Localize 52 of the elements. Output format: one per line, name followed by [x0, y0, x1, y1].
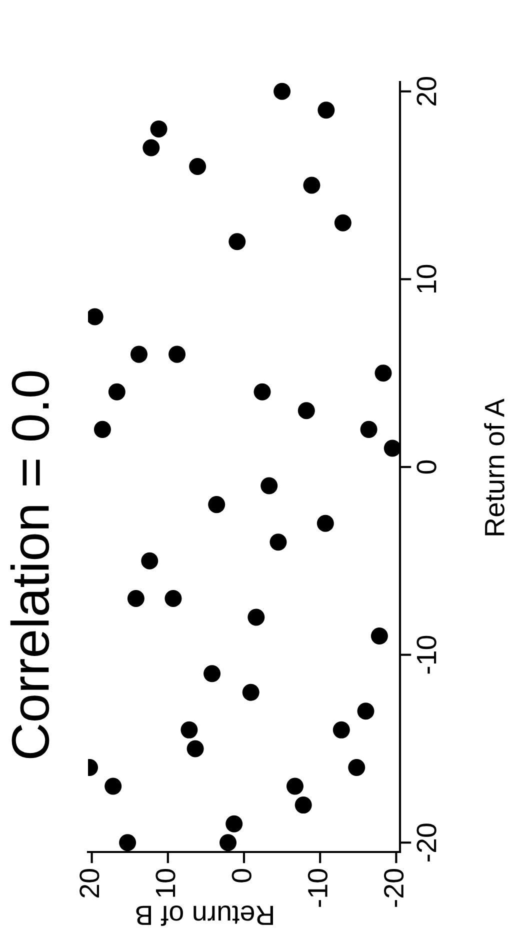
- point: [334, 214, 352, 232]
- point: [141, 552, 158, 570]
- point: [374, 364, 392, 382]
- point: [303, 176, 320, 194]
- point: [270, 534, 287, 551]
- x-tick-label: -10: [308, 869, 328, 907]
- point: [108, 383, 126, 400]
- point: [318, 102, 335, 119]
- point: [104, 778, 122, 795]
- point: [226, 815, 243, 832]
- point: [130, 346, 148, 363]
- point: [180, 721, 198, 738]
- point: [127, 590, 144, 607]
- point: [168, 346, 186, 363]
- y-tick-label: 0: [416, 460, 436, 474]
- point: [298, 402, 315, 420]
- point: [260, 477, 278, 494]
- x-tick-label: 0: [232, 869, 252, 882]
- point: [142, 139, 160, 156]
- y-axis-title: Return of A: [484, 398, 504, 536]
- point: [357, 702, 374, 720]
- x-tick-label: 10: [156, 869, 176, 897]
- point: [384, 440, 400, 457]
- point: [204, 665, 221, 682]
- x-tick-label: -20: [384, 869, 404, 907]
- point: [370, 628, 388, 645]
- point: [248, 608, 265, 626]
- y-tick-label: 20: [416, 77, 436, 106]
- point: [360, 420, 378, 438]
- point: [316, 514, 334, 532]
- point: [286, 778, 304, 795]
- point: [164, 590, 182, 607]
- point: [348, 758, 366, 776]
- point: [220, 834, 237, 852]
- y-tick-label: 10: [416, 264, 436, 293]
- point: [186, 740, 204, 758]
- point: [228, 233, 246, 250]
- point: [294, 796, 312, 814]
- x-tick-label: 20: [80, 869, 100, 898]
- y-tick-label: -20: [416, 824, 436, 862]
- point: [208, 496, 226, 514]
- point: [254, 383, 271, 400]
- point: [242, 684, 260, 701]
- point: [189, 158, 206, 176]
- point: [150, 120, 168, 138]
- y-tick-label: -10: [416, 636, 436, 674]
- text: Correlation = 0.0: [10, 371, 50, 758]
- point: [274, 82, 291, 100]
- x-axis-title: Return of B: [136, 906, 273, 926]
- point: [119, 834, 136, 852]
- point: [332, 721, 350, 738]
- point: [94, 420, 111, 438]
